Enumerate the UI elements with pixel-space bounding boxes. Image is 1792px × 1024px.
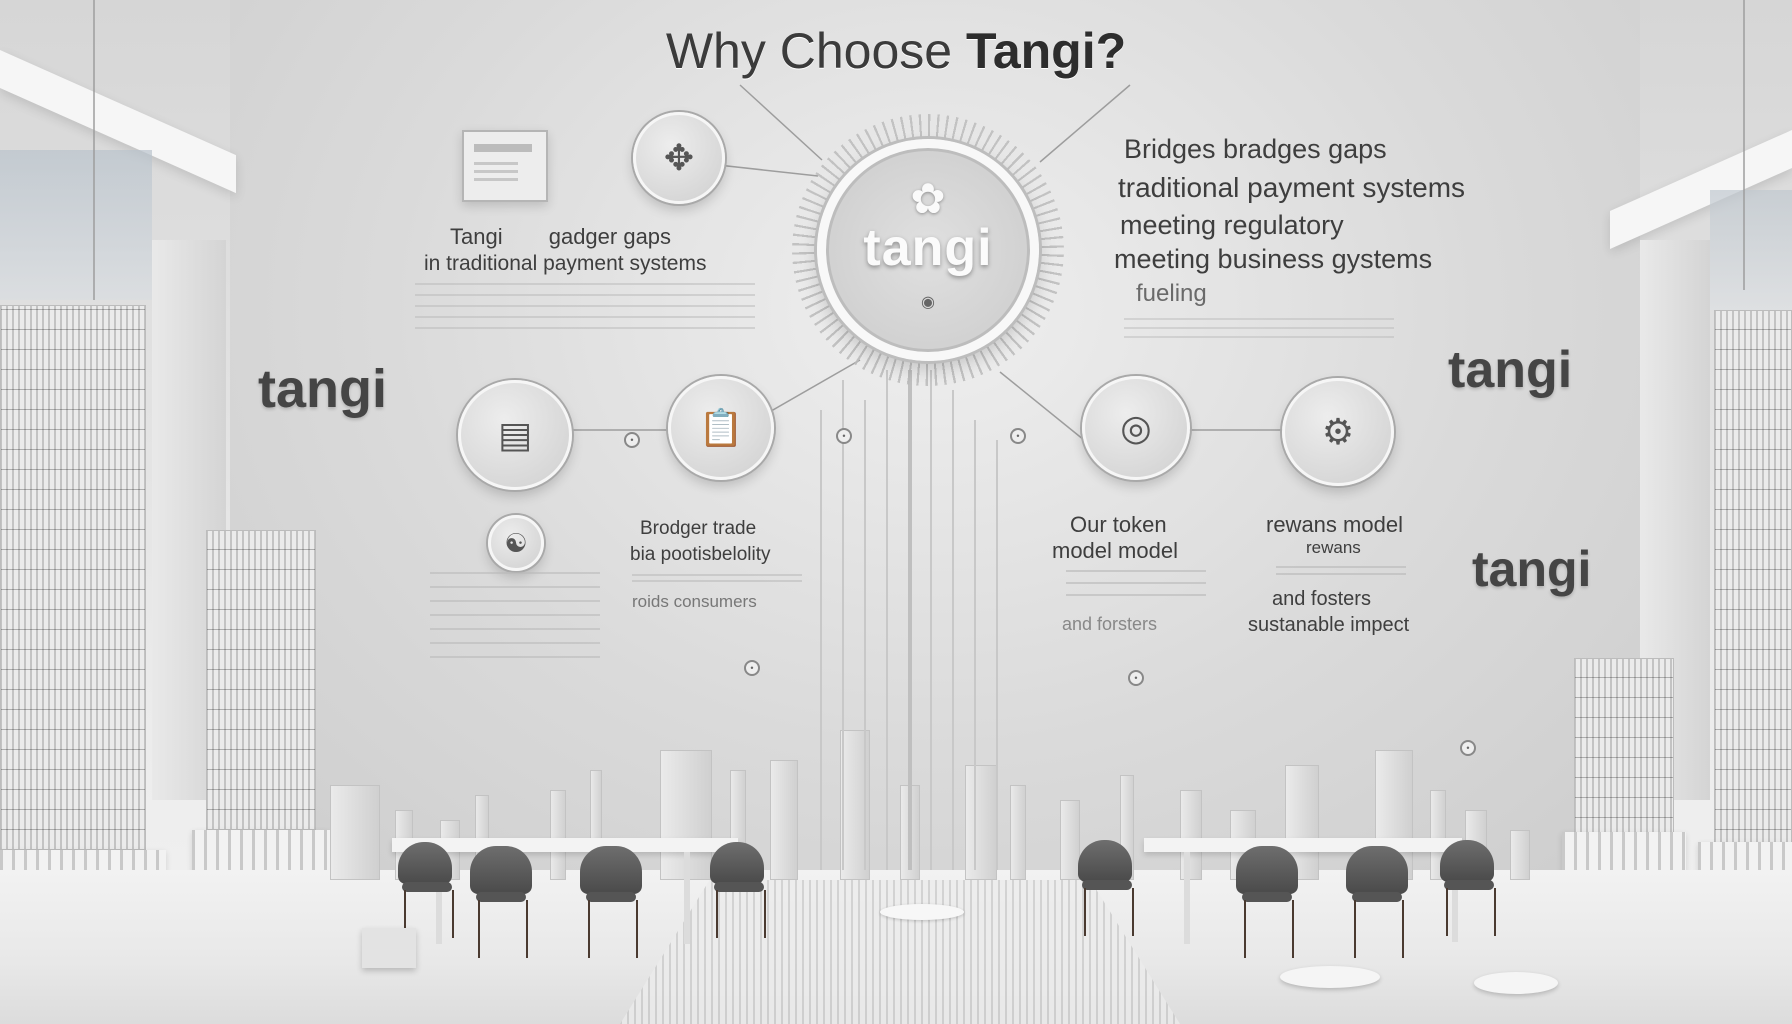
left-tower-large: [0, 305, 146, 850]
connector-dot-icon: •: [1460, 740, 1476, 756]
connector-dot-icon: •: [836, 428, 852, 444]
upper-right-line1: Bridges bradges gaps: [1124, 134, 1387, 164]
floor-disc: [880, 904, 964, 920]
connector-dot-icon: •: [1010, 428, 1026, 444]
far-right-line2: rewans: [1306, 538, 1361, 557]
mid-right-faint-text: [1066, 570, 1206, 600]
far-right-faint-text: [1276, 566, 1406, 580]
upper-right-line5: fueling: [1136, 280, 1207, 307]
upper-right-faint-text: [1124, 318, 1394, 338]
upper-left-brand: Tangi: [450, 224, 503, 249]
brand-right-top: tangi: [1448, 341, 1573, 399]
upper-right-line2: traditional payment systems: [1118, 172, 1466, 203]
floor-disc: [1474, 972, 1558, 994]
upper-right-line3: meeting regulatory: [1120, 210, 1344, 240]
mid-left-faint-text: [632, 574, 802, 582]
lower-left-faint-text: [430, 572, 600, 668]
upper-left-caption-line1: Tangi gadger gaps: [450, 224, 671, 250]
far-right-line1: rewans model: [1266, 512, 1403, 537]
mid-right-line3: and forsters: [1062, 614, 1158, 634]
hub-brand-word: tangi: [863, 219, 993, 277]
mid-left-line3: roids consumers: [632, 592, 757, 611]
left-conference-table: [392, 838, 738, 852]
mid-right-line2: model model: [1052, 538, 1178, 563]
brand-left: tangi: [258, 359, 387, 419]
skyline-relief: [300, 700, 1560, 880]
mid-right-line1: Our token: [1070, 512, 1167, 537]
clipboard-icon: 📋: [668, 376, 774, 480]
right-tower-small: [1574, 658, 1674, 838]
left-window: [0, 150, 152, 300]
right-conference-table: [1144, 838, 1462, 852]
title-prefix: Why Choose: [665, 23, 966, 79]
mid-left-line1: Brodger trade: [640, 518, 757, 539]
floor-striped-runway: [620, 880, 1180, 1024]
brand-right-bottom: tangi: [1472, 541, 1592, 597]
left-tower-small: [206, 530, 316, 830]
page-title: Why Choose Tangi?: [0, 22, 1792, 80]
token-coin-icon: ◎: [1082, 376, 1190, 480]
title-brand: Tangi?: [965, 23, 1127, 79]
flower-logo-icon: ✿: [910, 175, 946, 222]
connector-dot-icon: •: [744, 660, 760, 676]
chat-window-icon: ▤: [458, 380, 572, 490]
mid-left-line2: bia pootisbelolity: [630, 544, 771, 565]
hub-pin-icon: ◉: [921, 294, 935, 311]
gear-network-icon: ⚙: [1282, 378, 1394, 486]
upper-left-phrase: gadger gaps: [548, 224, 672, 249]
document-card-icon: [462, 130, 548, 202]
far-right-line4: sustanable impect: [1248, 614, 1410, 636]
upper-left-faint-text: [415, 283, 755, 337]
vertical-light-lines: [780, 370, 1040, 870]
connector-dot-icon: •: [1128, 670, 1144, 686]
upper-left-caption-line2: in traditional payment systems: [424, 252, 707, 275]
gift-box: [362, 928, 416, 968]
upper-right-line4: meeting business gystems: [1114, 244, 1433, 274]
compass-icon: ✥: [633, 112, 725, 204]
connector-dot-icon: •: [624, 432, 640, 448]
far-right-line3: and fosters: [1272, 588, 1371, 610]
floor-disc: [1280, 966, 1380, 988]
right-tower-large: [1714, 310, 1792, 850]
swirl-icon: ☯: [488, 515, 544, 571]
right-window: [1710, 190, 1792, 310]
tangi-hub-badge: [817, 139, 1039, 361]
